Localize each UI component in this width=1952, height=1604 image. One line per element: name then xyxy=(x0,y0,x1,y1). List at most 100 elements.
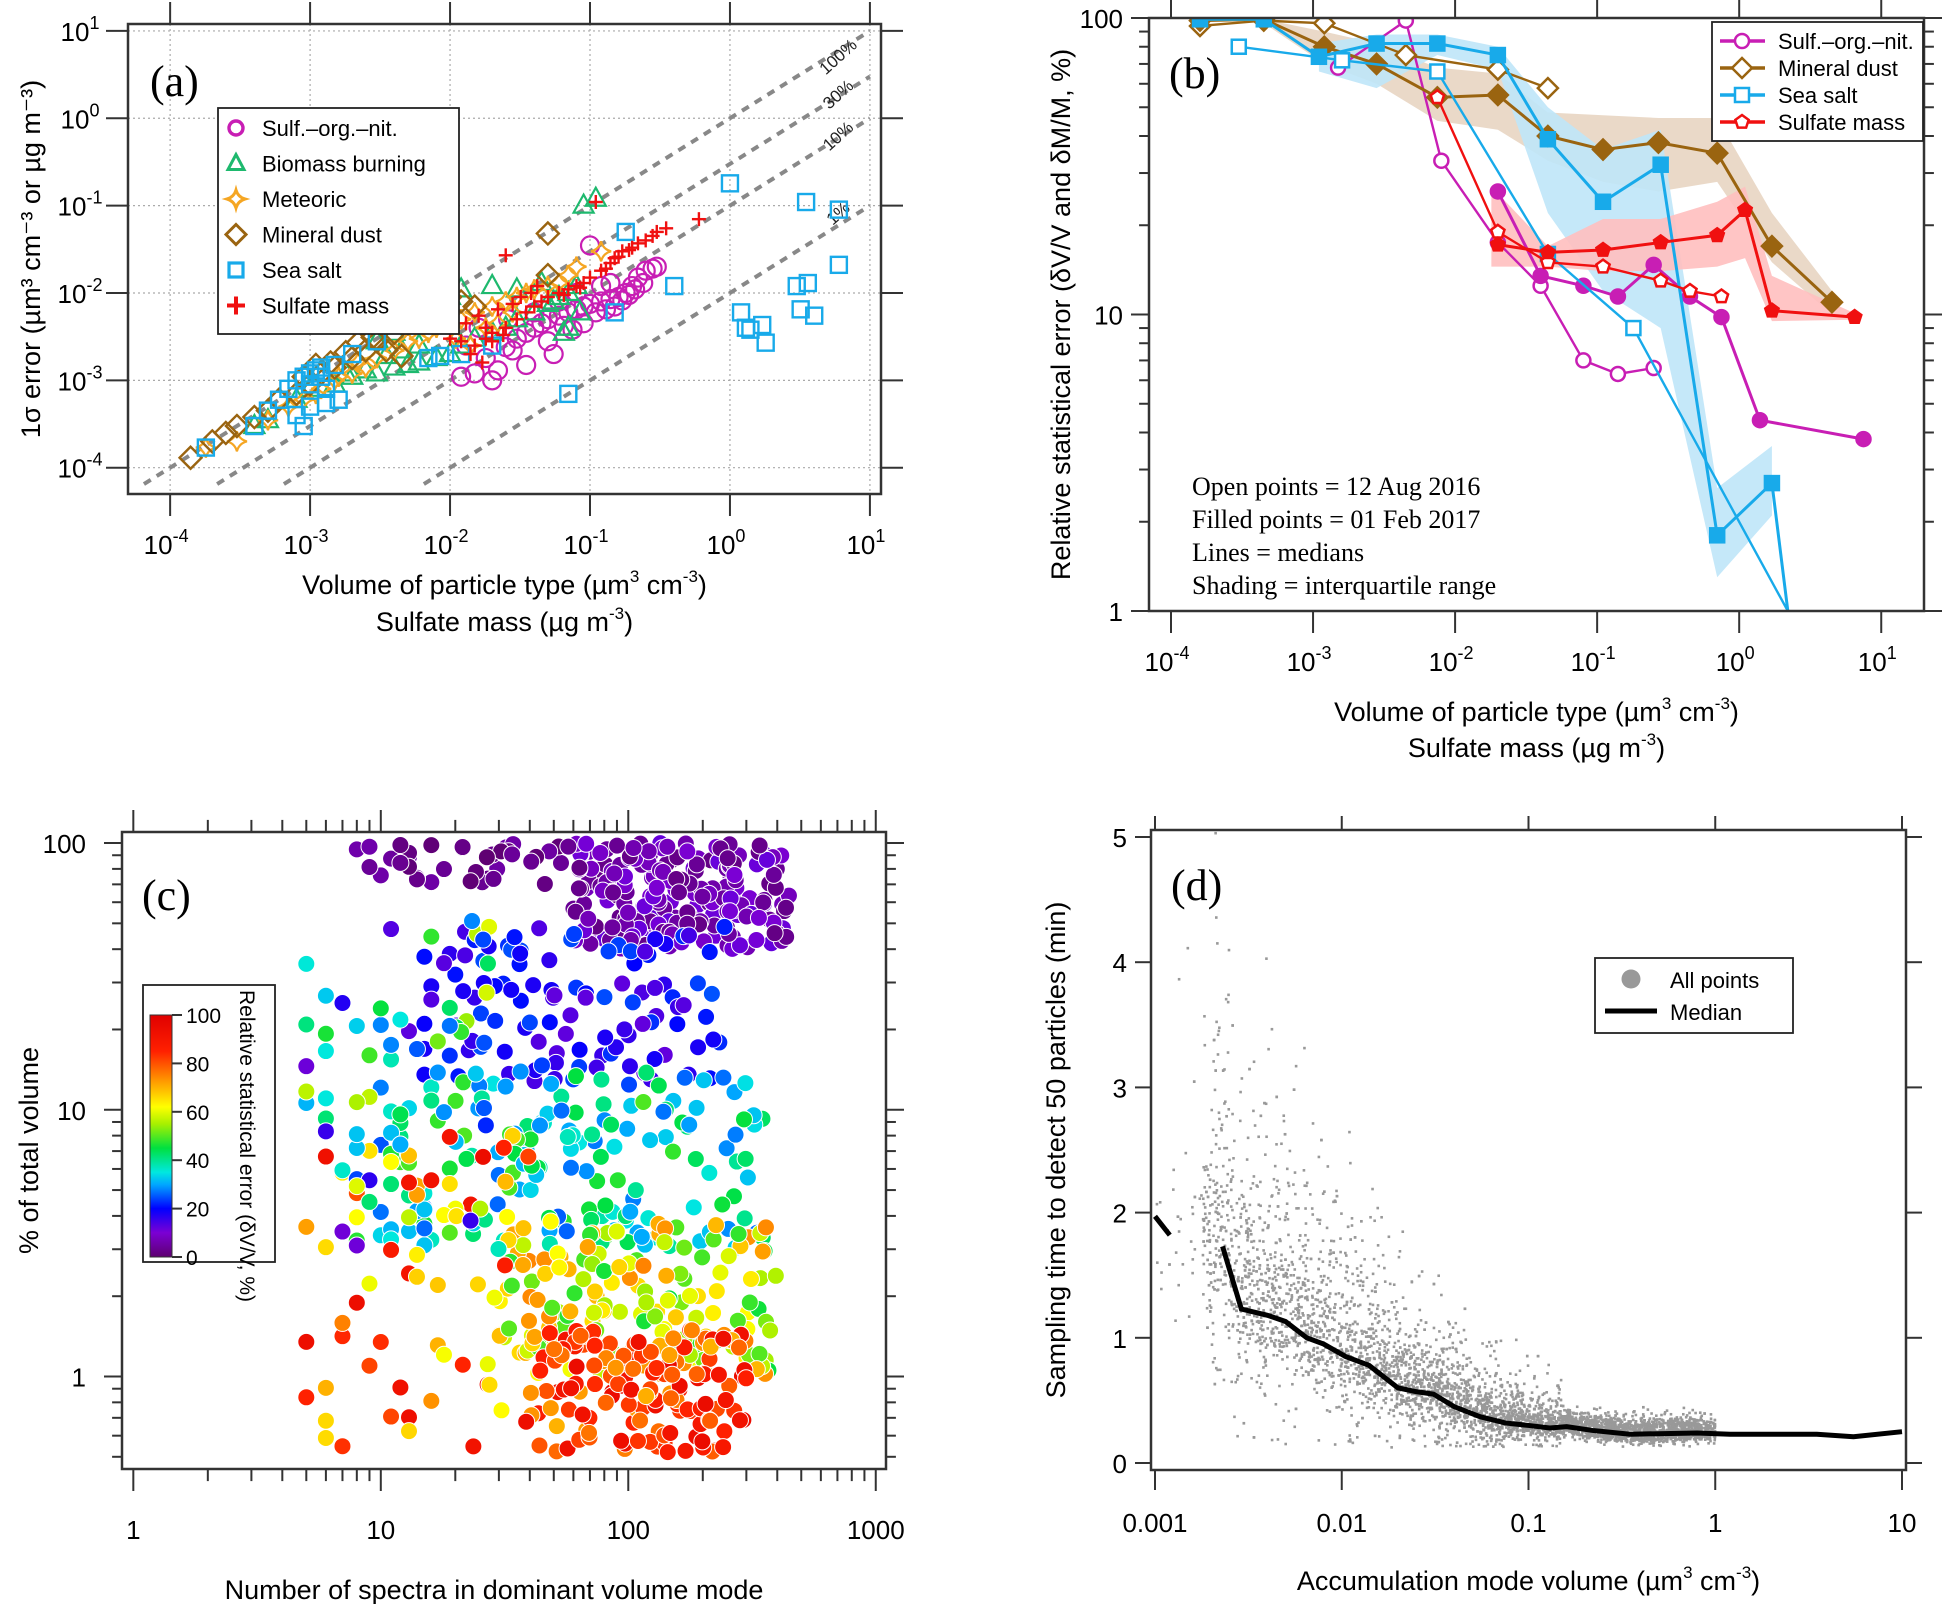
d-data-point xyxy=(1578,1421,1582,1425)
d-data-point xyxy=(1643,1424,1646,1427)
c-data-point xyxy=(585,1336,604,1355)
d-data-point xyxy=(1435,1402,1438,1406)
d-data-point xyxy=(1444,1372,1448,1376)
d-data-point xyxy=(1241,1277,1244,1280)
c-data-point xyxy=(583,1125,602,1144)
c-data-point xyxy=(511,944,530,963)
d-data-point xyxy=(1380,1339,1384,1342)
c-data-point xyxy=(440,1174,459,1193)
d-data-point xyxy=(1245,1312,1249,1316)
c-data-point xyxy=(434,954,453,973)
d-data-point xyxy=(1219,1127,1223,1130)
d-data-point xyxy=(1450,1384,1453,1387)
c-data-point xyxy=(608,1171,627,1190)
d-data-point xyxy=(1306,1323,1310,1326)
c-data-point xyxy=(603,918,622,937)
d-data-point xyxy=(1367,1387,1370,1390)
c-data-point xyxy=(764,865,783,884)
d-data-point xyxy=(1339,1306,1342,1310)
d-data-point xyxy=(1354,1372,1358,1376)
d-data-point xyxy=(1464,1399,1468,1402)
circle-marker-icon xyxy=(227,119,245,137)
d-data-point xyxy=(1518,1369,1522,1373)
d-data-point xyxy=(1264,1153,1267,1156)
b-data-point xyxy=(1429,63,1446,80)
d-data-point xyxy=(1573,1421,1576,1425)
d-data-point xyxy=(1528,1413,1531,1416)
d-data-point xyxy=(1221,1190,1225,1194)
d-data-point xyxy=(1598,1406,1602,1410)
d-data-point xyxy=(1346,1279,1350,1283)
d-data-point xyxy=(1253,1284,1256,1287)
c-data-point xyxy=(715,917,734,936)
a-point-sulfate-mass xyxy=(588,195,603,210)
d-data-point xyxy=(1389,1364,1393,1368)
d-data-point xyxy=(1207,1173,1210,1177)
c-data-point xyxy=(529,1032,548,1051)
c-data-point xyxy=(693,1432,712,1451)
c-data-point xyxy=(347,1208,366,1227)
c-data-point xyxy=(620,1057,639,1076)
d-data-point xyxy=(1474,1438,1478,1442)
d-data-point xyxy=(1398,1372,1401,1376)
d-data-point xyxy=(1216,1053,1220,1056)
d-data-point xyxy=(1354,1250,1358,1253)
d-data-point xyxy=(1451,1385,1455,1388)
d-data-point xyxy=(1337,1292,1341,1295)
d-data-point xyxy=(1543,1428,1546,1432)
d-data-point xyxy=(1512,1398,1515,1401)
d-data-point xyxy=(1381,1253,1385,1257)
d-data-point xyxy=(1383,1266,1386,1270)
d-data-point xyxy=(1519,1410,1523,1414)
d-data-point xyxy=(1640,1440,1644,1443)
d-data-point xyxy=(1242,1322,1246,1325)
d-data-point xyxy=(1426,1365,1430,1369)
b-annotation: Lines = medians xyxy=(1192,538,1364,567)
a-y-tick-label: 10-4 xyxy=(58,450,103,484)
d-data-point xyxy=(1465,1391,1468,1394)
b-data-point xyxy=(1751,411,1769,429)
d-data-point xyxy=(1610,1424,1613,1427)
d-data-point xyxy=(1201,1197,1205,1201)
d-data-point xyxy=(1294,1314,1297,1317)
d-data-point xyxy=(1353,1390,1356,1394)
a-point-sulf-org-nit xyxy=(573,313,594,334)
d-data-point xyxy=(1556,1411,1560,1415)
d-data-point xyxy=(1208,1304,1212,1307)
d-data-point xyxy=(1664,1434,1668,1438)
d-data-point xyxy=(1577,1420,1580,1423)
d-data-point xyxy=(1694,1411,1697,1415)
b-x-axis-title: Volume of particle type (µm3 cm-3) xyxy=(1334,694,1739,727)
c-data-point xyxy=(440,1159,459,1178)
d-data-point xyxy=(1478,1390,1482,1394)
d-data-point xyxy=(1340,1362,1344,1365)
c-data-point xyxy=(541,1399,560,1418)
d-data-point xyxy=(1213,1088,1217,1092)
c-data-point xyxy=(567,1357,586,1376)
d-data-point xyxy=(1618,1428,1621,1432)
d-data-point xyxy=(1311,1287,1315,1290)
a-y-tick-label: 10-1 xyxy=(58,188,103,222)
c-data-point xyxy=(664,1329,683,1348)
d-data-point xyxy=(1227,948,1231,952)
d-data-point xyxy=(1360,1346,1363,1350)
d-data-point xyxy=(1450,1400,1453,1404)
c-data-point xyxy=(686,1149,705,1168)
c-data-point xyxy=(766,1266,785,1285)
d-data-point xyxy=(1386,1348,1390,1352)
c-data-point xyxy=(347,1236,366,1255)
d-data-point xyxy=(1498,1394,1501,1398)
d-data-point xyxy=(1536,1412,1540,1415)
c-data-point xyxy=(658,1291,677,1310)
d-data-point xyxy=(1490,1429,1494,1432)
c-data-point xyxy=(456,946,475,965)
c-data-point xyxy=(477,848,496,867)
d-data-point xyxy=(1600,1424,1604,1428)
d-data-point xyxy=(1314,1378,1318,1382)
a-point-sulfate-mass xyxy=(458,316,473,331)
d-data-point xyxy=(1177,977,1181,981)
a-y-tick-label: 10-2 xyxy=(58,275,103,309)
a-point-sulfate-mass xyxy=(498,320,513,335)
c-data-point xyxy=(637,1063,656,1082)
d-data-point xyxy=(1648,1417,1652,1420)
